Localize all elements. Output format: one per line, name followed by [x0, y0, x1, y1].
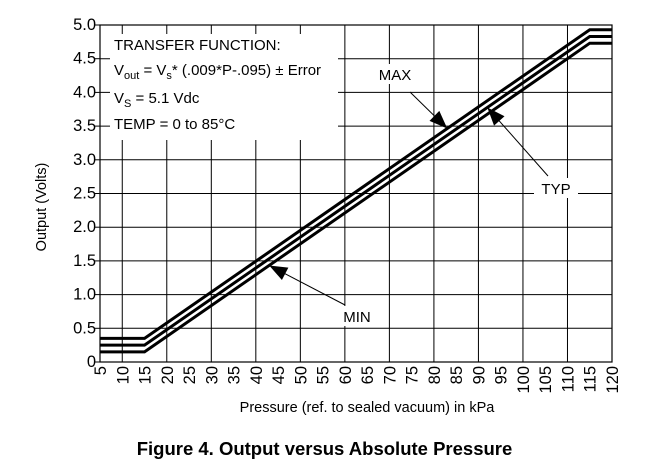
- x-tick-label: 100: [515, 366, 533, 394]
- y-tick-label: 2.0: [73, 218, 96, 236]
- callout-label-typ: TYP: [541, 181, 570, 198]
- y-tick-label: 0.5: [73, 319, 96, 337]
- x-tick-label: 70: [381, 366, 399, 384]
- x-tick-label: 45: [270, 366, 288, 384]
- y-tick-label: 1.0: [73, 286, 96, 304]
- x-tick-label: 60: [337, 366, 355, 384]
- series-lines: [100, 28, 612, 354]
- y-tick-labels: 0 0.5 1.0 1.5 2.0 2.5 3.0 3.5 4.0 4.5 5.0: [73, 16, 96, 371]
- x-tick-label: 15: [137, 366, 155, 384]
- x-tick-label: 120: [604, 366, 622, 394]
- vs-symbol: V: [114, 90, 125, 107]
- y-tick-label: 5.0: [73, 16, 96, 34]
- vout-symbol: V: [114, 62, 125, 79]
- vs-value: = 5.1 Vdc: [131, 90, 200, 107]
- callout-label-bg-typ: [534, 178, 578, 198]
- x-tick-label: 65: [359, 366, 377, 384]
- y-tick-label: 4.5: [73, 50, 96, 68]
- x-tick-label: 30: [203, 366, 221, 384]
- callout-arrow-min: [269, 265, 289, 280]
- x-tick-label: 55: [315, 366, 333, 384]
- transfer-function-title: TRANSFER FUNCTION:: [114, 37, 281, 55]
- x-tick-label: 25: [181, 366, 199, 384]
- vout-subscript: out: [124, 70, 140, 82]
- temperature-range: TEMP = 0 to 85°C: [114, 116, 236, 134]
- x-tick-label: 95: [493, 366, 511, 384]
- y-tick-label: 4.0: [73, 83, 96, 101]
- x-tick-label: 80: [426, 366, 444, 384]
- y-tick-label: 2.5: [73, 185, 96, 203]
- vout-formula: * (.009*P-.095) ± Error: [171, 62, 322, 79]
- callout-arrow-typ: [487, 107, 505, 126]
- series-line-max: [100, 28, 612, 340]
- x-tick-label: 10: [114, 366, 132, 384]
- callout-label-bg-max: [373, 64, 417, 84]
- x-tick-label: 90: [470, 366, 488, 384]
- x-tick-label: 105: [537, 366, 555, 394]
- x-tick-label: 5: [92, 366, 110, 375]
- vout-equals: = V: [139, 62, 167, 79]
- series-line-min: [100, 41, 612, 354]
- figure-caption: Figure 4. Output versus Absolute Pressur…: [136, 438, 513, 459]
- vs-subscript: S: [124, 98, 132, 110]
- x-tick-label: 40: [248, 366, 266, 384]
- y-axis-label: Output (Volts): [34, 163, 50, 252]
- x-tick-label: 85: [448, 366, 466, 384]
- x-tick-labels: 5 10 15 20 25 30 35 40 45 50 55 60 65 70 75 80 85 90 95 100…: [92, 366, 622, 394]
- series-line-typ: [100, 34, 612, 347]
- x-tick-label: 50: [292, 366, 310, 384]
- x-tick-label: 110: [559, 366, 577, 392]
- callout-arrow-max: [429, 110, 448, 129]
- vs-subscript-inline: s: [166, 70, 172, 82]
- callout-label-max: MAX: [379, 67, 412, 84]
- y-tick-label: 0: [87, 353, 96, 371]
- callout-label-min: MIN: [343, 309, 371, 326]
- y-tick-label: 1.5: [73, 252, 96, 270]
- transfer-function-equation: Vout = Vs* (.009*P-.095) ± Error: [114, 62, 322, 85]
- callout-label-bg-min: [335, 306, 379, 326]
- x-axis-label: Pressure (ref. to sealed vacuum) in kPa: [240, 400, 496, 416]
- x-tick-label: 115: [582, 366, 600, 392]
- x-tick-label: 75: [404, 366, 422, 384]
- y-tick-label: 3.0: [73, 151, 96, 169]
- x-tick-label: 35: [226, 366, 244, 384]
- y-tick-label: 3.5: [73, 117, 96, 135]
- x-tick-label: 20: [159, 366, 177, 384]
- supply-voltage: VS = 5.1 Vdc: [114, 90, 200, 113]
